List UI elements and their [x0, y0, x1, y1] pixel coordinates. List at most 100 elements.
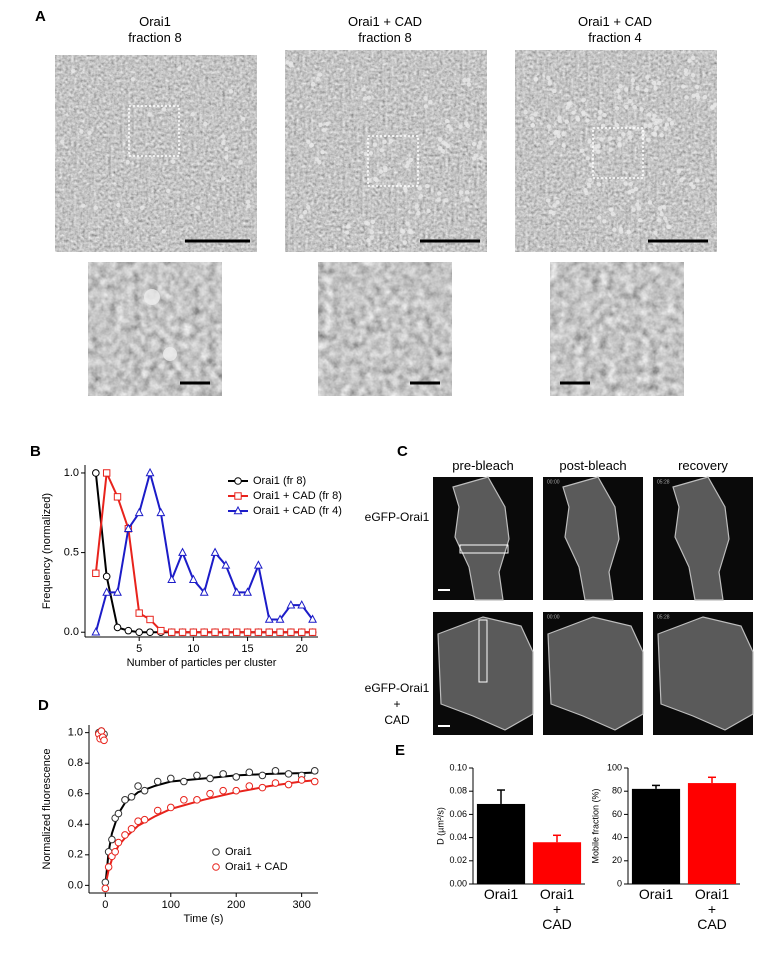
- particle: [619, 229, 624, 234]
- particle: [581, 110, 586, 115]
- marker: [123, 523, 133, 533]
- particle: [623, 181, 628, 186]
- particle: [636, 206, 642, 211]
- particle: [288, 61, 294, 66]
- particle: [477, 140, 483, 146]
- marker: [200, 628, 208, 636]
- particle: [365, 221, 371, 226]
- column-header: pre-bleach: [452, 458, 514, 473]
- particle: [125, 159, 130, 165]
- particle: [687, 58, 692, 63]
- y-tick-label: 80: [612, 786, 622, 796]
- particle: [585, 156, 590, 161]
- marker: [108, 835, 116, 844]
- particle: [93, 205, 98, 211]
- x-tick-label: 20: [296, 643, 308, 655]
- marker: [178, 547, 187, 556]
- micrograph-zoom: [550, 262, 684, 396]
- marker: [153, 777, 162, 786]
- particle: [694, 92, 700, 98]
- marker: [102, 469, 111, 477]
- particle: [476, 144, 482, 149]
- particle: [436, 191, 442, 196]
- particle: [681, 84, 686, 89]
- particle: [465, 123, 471, 129]
- particle: [552, 88, 557, 94]
- particle: [314, 157, 319, 162]
- marker: [189, 628, 198, 636]
- timestamp: 00:00: [547, 614, 560, 620]
- particle: [60, 139, 65, 144]
- particle: [388, 138, 394, 144]
- particle: [549, 140, 554, 146]
- marker: [91, 627, 101, 636]
- image-title: Orai1 + CAD fraction 4: [577, 14, 653, 45]
- marker: [166, 803, 175, 812]
- particle: [596, 144, 601, 149]
- particle: [623, 87, 629, 92]
- particle: [383, 168, 388, 173]
- bar: [687, 783, 737, 884]
- particle: [366, 238, 371, 243]
- particle: [363, 151, 368, 157]
- particle: [221, 140, 226, 146]
- particle: [203, 121, 208, 127]
- particle: [320, 149, 325, 155]
- particle: [592, 146, 598, 152]
- particle: [224, 146, 229, 152]
- particle: [684, 95, 689, 100]
- micrograph-zoom: [318, 262, 452, 396]
- y-tick-label: 0.0: [68, 879, 83, 891]
- legend-label: Orai1 + CAD: [225, 861, 288, 873]
- particle: [80, 203, 86, 208]
- legend-marker: [234, 492, 242, 500]
- bar: [532, 842, 582, 884]
- marker: [211, 628, 219, 636]
- marker: [232, 773, 241, 781]
- particle: [428, 99, 433, 105]
- particle: [165, 188, 171, 194]
- marker: [219, 770, 227, 778]
- legend-label: Orai1 + CAD (fr 8): [253, 490, 342, 502]
- y-tick-label: 0.8: [68, 757, 83, 769]
- x-tick-label: Orai1 + CAD: [694, 886, 730, 932]
- particle: [533, 77, 538, 82]
- particle: [71, 68, 76, 73]
- particle: [344, 230, 350, 235]
- marker: [245, 782, 254, 790]
- particle: [471, 141, 477, 147]
- marker: [114, 838, 123, 847]
- particle: [596, 149, 601, 154]
- particle: [87, 130, 92, 135]
- marker: [297, 600, 307, 609]
- marker: [199, 587, 209, 596]
- marker: [134, 507, 144, 517]
- marker: [222, 628, 230, 636]
- micrograph: [55, 55, 257, 252]
- particle: [691, 93, 696, 98]
- particle: [600, 123, 606, 128]
- particle: [466, 82, 472, 87]
- marker: [92, 469, 100, 477]
- particle: [616, 88, 621, 94]
- marker: [254, 628, 263, 636]
- particle: [79, 129, 84, 134]
- marker: [114, 809, 123, 818]
- x-tick-label: 0: [102, 899, 108, 911]
- marker: [219, 786, 227, 795]
- particle: [372, 142, 378, 147]
- particle: [190, 112, 196, 117]
- particle: [596, 182, 602, 187]
- particle: [659, 132, 664, 138]
- particle: [170, 159, 176, 164]
- particle: [635, 85, 640, 91]
- marker: [275, 614, 285, 623]
- marker: [121, 831, 129, 839]
- particle: [617, 143, 622, 148]
- particle: [640, 135, 645, 140]
- particle: [523, 109, 528, 115]
- marker: [206, 774, 214, 783]
- particle: [651, 80, 657, 86]
- particle: [663, 126, 668, 131]
